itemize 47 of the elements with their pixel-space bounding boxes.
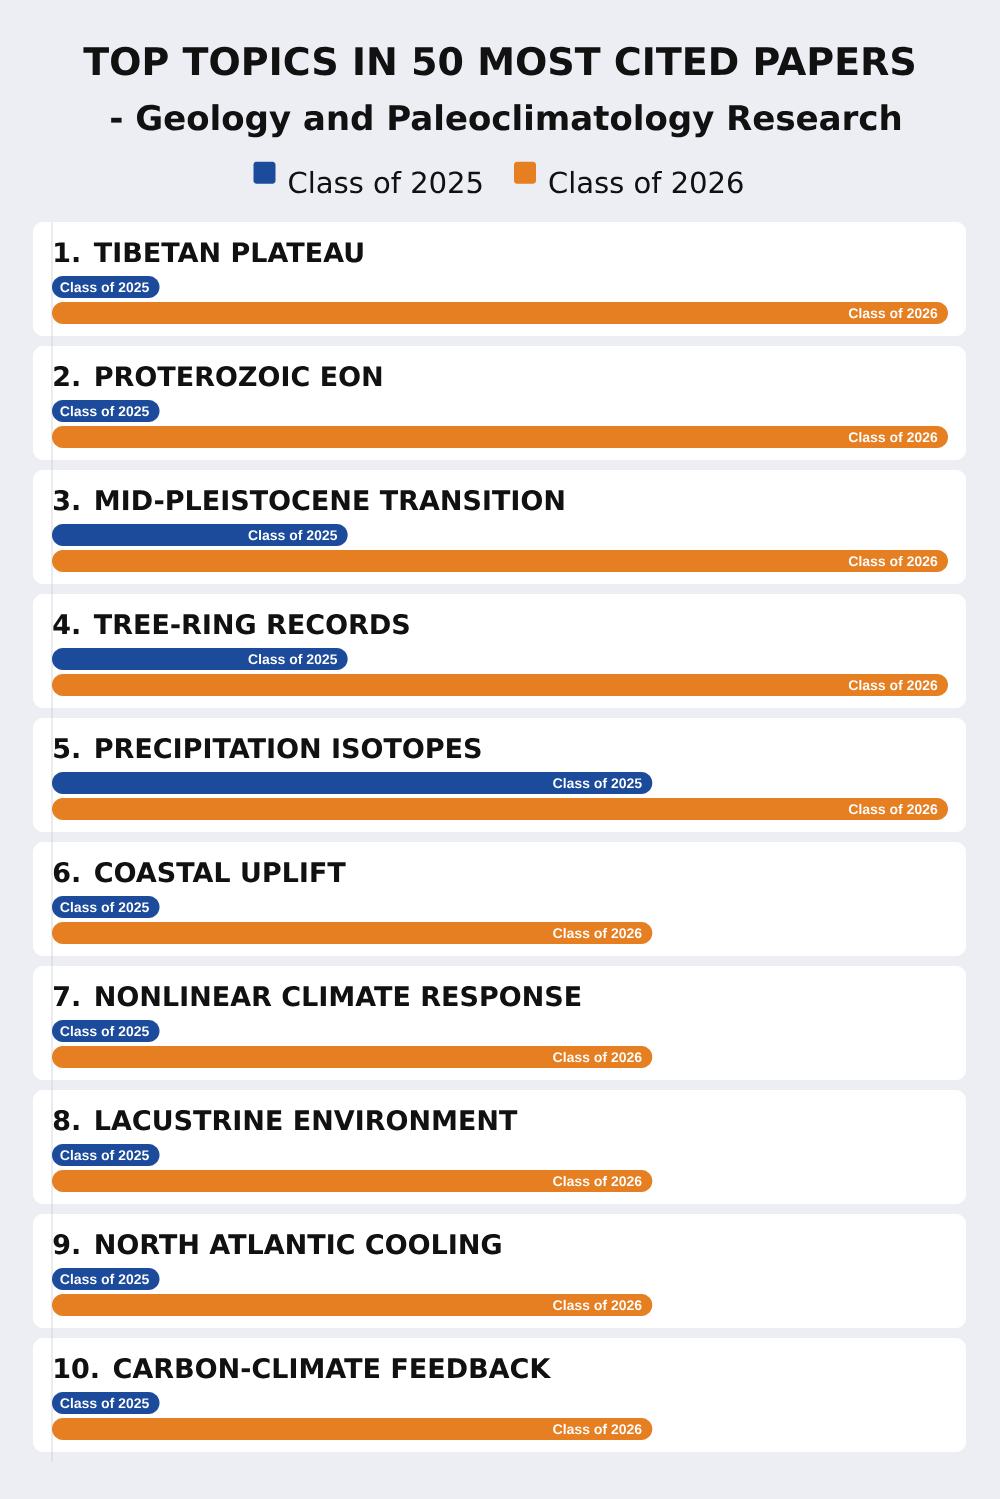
text: Class of 2026 bbox=[553, 1299, 642, 1311]
y-tick-label: 2. PROTEROZOIC EON bbox=[54, 366, 382, 387]
bar bbox=[52, 302, 948, 325]
bar bbox=[52, 1418, 653, 1440]
y-tick-label: 6. COASTAL UPLIFT bbox=[53, 861, 346, 883]
y-tick-label: 3. MID-PLEISTOCENE TRANSITION bbox=[54, 490, 564, 511]
text: Class of 2026 bbox=[553, 1175, 642, 1187]
bar bbox=[52, 1170, 653, 1193]
text: Class of 2025 bbox=[60, 1025, 149, 1037]
text: Class of 2025 bbox=[248, 529, 338, 541]
bar bbox=[52, 648, 348, 671]
legend-label: Class of 2025 bbox=[289, 170, 482, 194]
legend-label: Class of 2026 bbox=[549, 170, 743, 194]
y-tick-label: 1. TIBETAN PLATEAU bbox=[55, 242, 363, 263]
bar bbox=[52, 1046, 653, 1069]
text: Class of 2025 bbox=[60, 1397, 149, 1409]
text: Class of 2026 bbox=[553, 1423, 642, 1435]
text: Class of 2025 bbox=[60, 405, 149, 417]
chart-subtitle: - Geology and Paleoclimatology Research bbox=[111, 104, 901, 138]
chart-title: TOP TOPICS IN 50 MOST CITED PAPERS bbox=[83, 46, 914, 76]
text: Class of 2026 bbox=[848, 679, 938, 691]
text: Class of 2026 bbox=[848, 555, 938, 567]
text: Class of 2025 bbox=[553, 777, 642, 789]
text: Class of 2026 bbox=[848, 803, 938, 815]
bar bbox=[52, 426, 948, 449]
text: Class of 2025 bbox=[60, 1273, 149, 1285]
bar bbox=[52, 524, 348, 547]
bar bbox=[52, 550, 948, 573]
text: Class of 2025 bbox=[60, 1149, 149, 1161]
y-tick-label: 10. CARBON-CLIMATE FEEDBACK bbox=[55, 1357, 552, 1379]
text: Class of 2025 bbox=[60, 281, 149, 293]
y-tick-label: 4. TREE-RING RECORDS bbox=[53, 614, 409, 635]
bar bbox=[52, 922, 653, 945]
text: Class of 2026 bbox=[553, 927, 642, 939]
text: Class of 2026 bbox=[553, 1051, 642, 1063]
y-tick-label: 7. NONLINEAR CLIMATE RESPONSE bbox=[54, 985, 581, 1007]
text: Class of 2025 bbox=[60, 901, 149, 913]
bar bbox=[52, 798, 948, 821]
y-tick-label: 5. PRECIPITATION ISOTOPES bbox=[54, 738, 481, 759]
bar bbox=[52, 674, 948, 697]
bar bbox=[52, 1294, 653, 1317]
y-tick-label: 8. LACUSTRINE ENVIRONMENT bbox=[53, 1109, 518, 1131]
y-tick-label: 9. NORTH ATLANTIC COOLING bbox=[53, 1233, 501, 1255]
bar bbox=[52, 772, 653, 795]
text: Class of 2025 bbox=[248, 653, 338, 665]
text: Class of 2026 bbox=[848, 431, 938, 443]
text: Class of 2026 bbox=[848, 307, 938, 319]
